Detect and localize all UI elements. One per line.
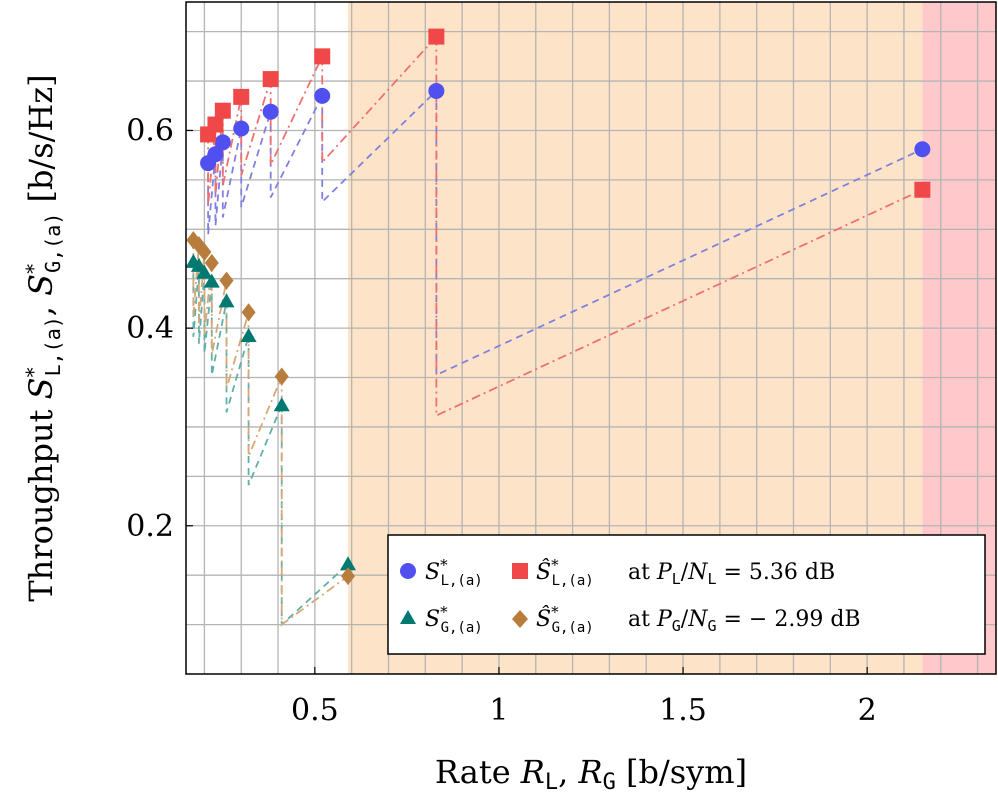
x-tick-label: 2 [858, 693, 877, 728]
x-tick-label: 1 [489, 693, 508, 728]
series-3-point [196, 264, 213, 279]
legend: S* L,(a) Ŝ* L,(a) at PL/NL = 5.36 dB S* G,(… [387, 534, 986, 655]
legend-row1-text: at PL/NL = 5.36 dB [628, 560, 835, 588]
series-1-point [262, 103, 279, 120]
series-2-point [207, 116, 224, 133]
series-3-point [340, 556, 356, 571]
series-3-line [203, 272, 213, 354]
series-1-point [314, 87, 331, 104]
x-axis-label: Rate RL, RG [b/sym] [435, 753, 747, 795]
legend-row1-math-hat: Ŝ* L,(a) [536, 556, 594, 589]
series-3-point [240, 328, 257, 343]
series-2-point [314, 48, 331, 65]
legend-marker-diamond [512, 610, 528, 628]
series-1-point [233, 120, 250, 137]
series-1-point [207, 146, 224, 163]
series-2-line [435, 36, 923, 417]
x-tick-label: 1.5 [659, 693, 707, 728]
legend-marker-triangle [400, 610, 416, 624]
series-3-point [273, 397, 290, 412]
series-4-line [280, 376, 349, 627]
y-tick-label: 0.2 [126, 509, 174, 544]
series-1-point [428, 82, 445, 99]
series-1-point [214, 134, 231, 151]
series-1-point [914, 141, 931, 158]
series-4-point [341, 567, 355, 586]
series-2-point [428, 28, 445, 45]
series-4-line [225, 280, 250, 389]
legend-row1-math: S* L,(a) [425, 556, 483, 589]
series-4-point [204, 253, 219, 272]
x-tick-label: 0.5 [291, 693, 339, 728]
series-3-point [218, 293, 235, 308]
series-2-point [233, 88, 250, 105]
legend-marker-square [512, 563, 528, 579]
series-4-point [274, 367, 289, 386]
series-4-point [197, 243, 212, 262]
legend-box [387, 534, 986, 655]
legend-row2-text: at PG/NG = − 2.99 dB [628, 607, 861, 635]
series-4-line [203, 252, 213, 335]
series-3-line [247, 336, 283, 486]
plot-frame [185, 1, 997, 675]
y-tick-label: 0.4 [126, 311, 174, 346]
series-2-line [269, 55, 324, 166]
series-2-point [214, 102, 231, 119]
series-1-line [435, 90, 923, 377]
legend-row2-math: S* G,(a) [425, 603, 483, 636]
series-4-point [241, 303, 256, 322]
y-tick-label: 0.6 [126, 113, 174, 148]
series-2-point [914, 181, 931, 198]
series-3-point [203, 273, 220, 288]
series-2-point [262, 71, 279, 88]
series-4-point [219, 271, 234, 290]
series-1-line [207, 154, 217, 235]
legend-row2-math-hat: Ŝ* G,(a) [536, 603, 594, 636]
series-1-line [221, 128, 243, 218]
legend-marker-circle [400, 563, 416, 579]
y-axis-label: Throughput S*L,(a), S*G,(a) [b/s/Hz] [21, 74, 65, 601]
